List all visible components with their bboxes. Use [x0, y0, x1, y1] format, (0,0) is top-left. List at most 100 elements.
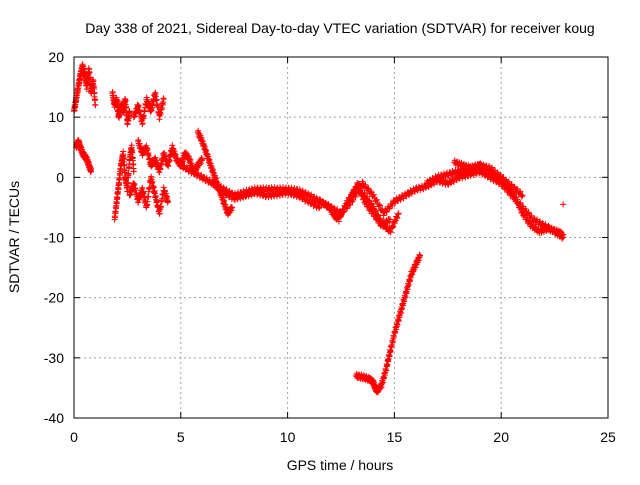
y-tick-label: -40	[44, 410, 64, 426]
data-points	[71, 61, 567, 396]
data-point	[340, 209, 347, 216]
x-tick-label: 20	[493, 429, 509, 445]
data-point	[315, 205, 322, 212]
data-point	[518, 193, 525, 200]
series-early-noise-7	[135, 137, 206, 176]
data-point	[512, 194, 519, 201]
data-point	[335, 218, 342, 225]
y-tick-label: 10	[48, 109, 64, 125]
series-track-e	[327, 184, 402, 236]
data-point	[383, 208, 390, 215]
chart-title: Day 338 of 2021, Sidereal Day-to-day VTE…	[85, 20, 594, 36]
data-point	[387, 216, 394, 223]
data-point	[341, 203, 348, 210]
data-point	[393, 214, 400, 221]
data-point	[503, 179, 510, 186]
series-track-i	[451, 157, 567, 240]
y-tick-label: -30	[44, 350, 64, 366]
data-point	[389, 202, 396, 209]
series-track-f	[348, 179, 394, 230]
series-isolated	[560, 201, 567, 208]
data-point	[192, 168, 199, 175]
data-point	[560, 231, 567, 238]
data-point	[511, 195, 518, 202]
data-point	[417, 252, 424, 259]
plot-frame	[73, 56, 609, 419]
data-point	[337, 213, 344, 220]
data-point	[363, 193, 370, 200]
data-point	[387, 228, 394, 235]
data-point	[489, 164, 496, 171]
data-point	[447, 180, 454, 187]
data-point	[379, 205, 386, 212]
data-point	[517, 203, 524, 210]
data-point	[224, 189, 231, 196]
x-tick-label: 25	[600, 429, 616, 445]
data-point	[164, 198, 171, 205]
data-point	[539, 220, 546, 227]
data-point	[322, 200, 329, 207]
y-axis-label: SDTVAR / TECUs	[6, 181, 22, 293]
data-point	[428, 182, 435, 189]
data-point	[517, 188, 524, 195]
data-point	[183, 163, 190, 170]
data-point	[125, 170, 132, 177]
grid-lines	[74, 57, 608, 418]
data-point	[373, 196, 380, 203]
series-early-noise-5	[130, 89, 167, 128]
data-point	[370, 191, 377, 198]
data-point	[92, 102, 99, 109]
data-point	[519, 192, 526, 199]
data-point	[405, 191, 412, 198]
data-point	[199, 156, 206, 163]
data-point	[125, 179, 132, 186]
y-tick-label: -10	[44, 230, 64, 246]
data-point	[394, 215, 401, 222]
data-point	[519, 208, 526, 215]
data-point	[313, 194, 320, 201]
data-point	[395, 211, 402, 218]
data-point	[390, 223, 397, 230]
data-point	[525, 209, 532, 216]
data-point	[392, 220, 399, 227]
data-point	[229, 204, 236, 211]
data-point	[367, 204, 374, 211]
data-point	[376, 202, 383, 209]
axis-ticks: 0 5 10 15 20 25 -40 -30 -20 -10 0 10 20	[44, 49, 616, 445]
data-point	[373, 207, 380, 214]
data-point	[389, 224, 396, 231]
x-tick-label: 15	[387, 429, 403, 445]
data-point	[560, 201, 567, 208]
data-point	[370, 203, 377, 210]
data-point	[380, 212, 387, 219]
series-early-noise-3	[109, 88, 133, 128]
data-point	[511, 183, 518, 190]
data-point	[130, 168, 137, 175]
data-point	[342, 204, 349, 211]
x-axis-label: GPS time / hours	[287, 457, 394, 473]
data-point	[374, 214, 381, 221]
data-point	[338, 212, 345, 219]
series-drop-segment	[352, 251, 424, 396]
series-early-noise-6	[126, 173, 171, 217]
data-point	[368, 200, 375, 207]
data-point	[160, 96, 167, 103]
y-tick-label: 0	[56, 169, 64, 185]
data-point	[362, 181, 369, 188]
data-point	[386, 205, 393, 212]
data-point	[88, 168, 95, 175]
x-tick-label: 10	[280, 429, 296, 445]
data-point	[367, 188, 374, 195]
data-point	[218, 185, 225, 192]
data-point	[531, 215, 538, 222]
data-point	[526, 217, 533, 224]
series-early-noise-1	[71, 61, 99, 115]
data-point	[376, 201, 383, 208]
y-tick-label: 20	[48, 49, 64, 65]
series-early-noise-2	[73, 136, 95, 176]
series-track-c	[209, 178, 323, 212]
x-tick-label: 0	[70, 429, 78, 445]
x-tick-label: 5	[177, 429, 185, 445]
